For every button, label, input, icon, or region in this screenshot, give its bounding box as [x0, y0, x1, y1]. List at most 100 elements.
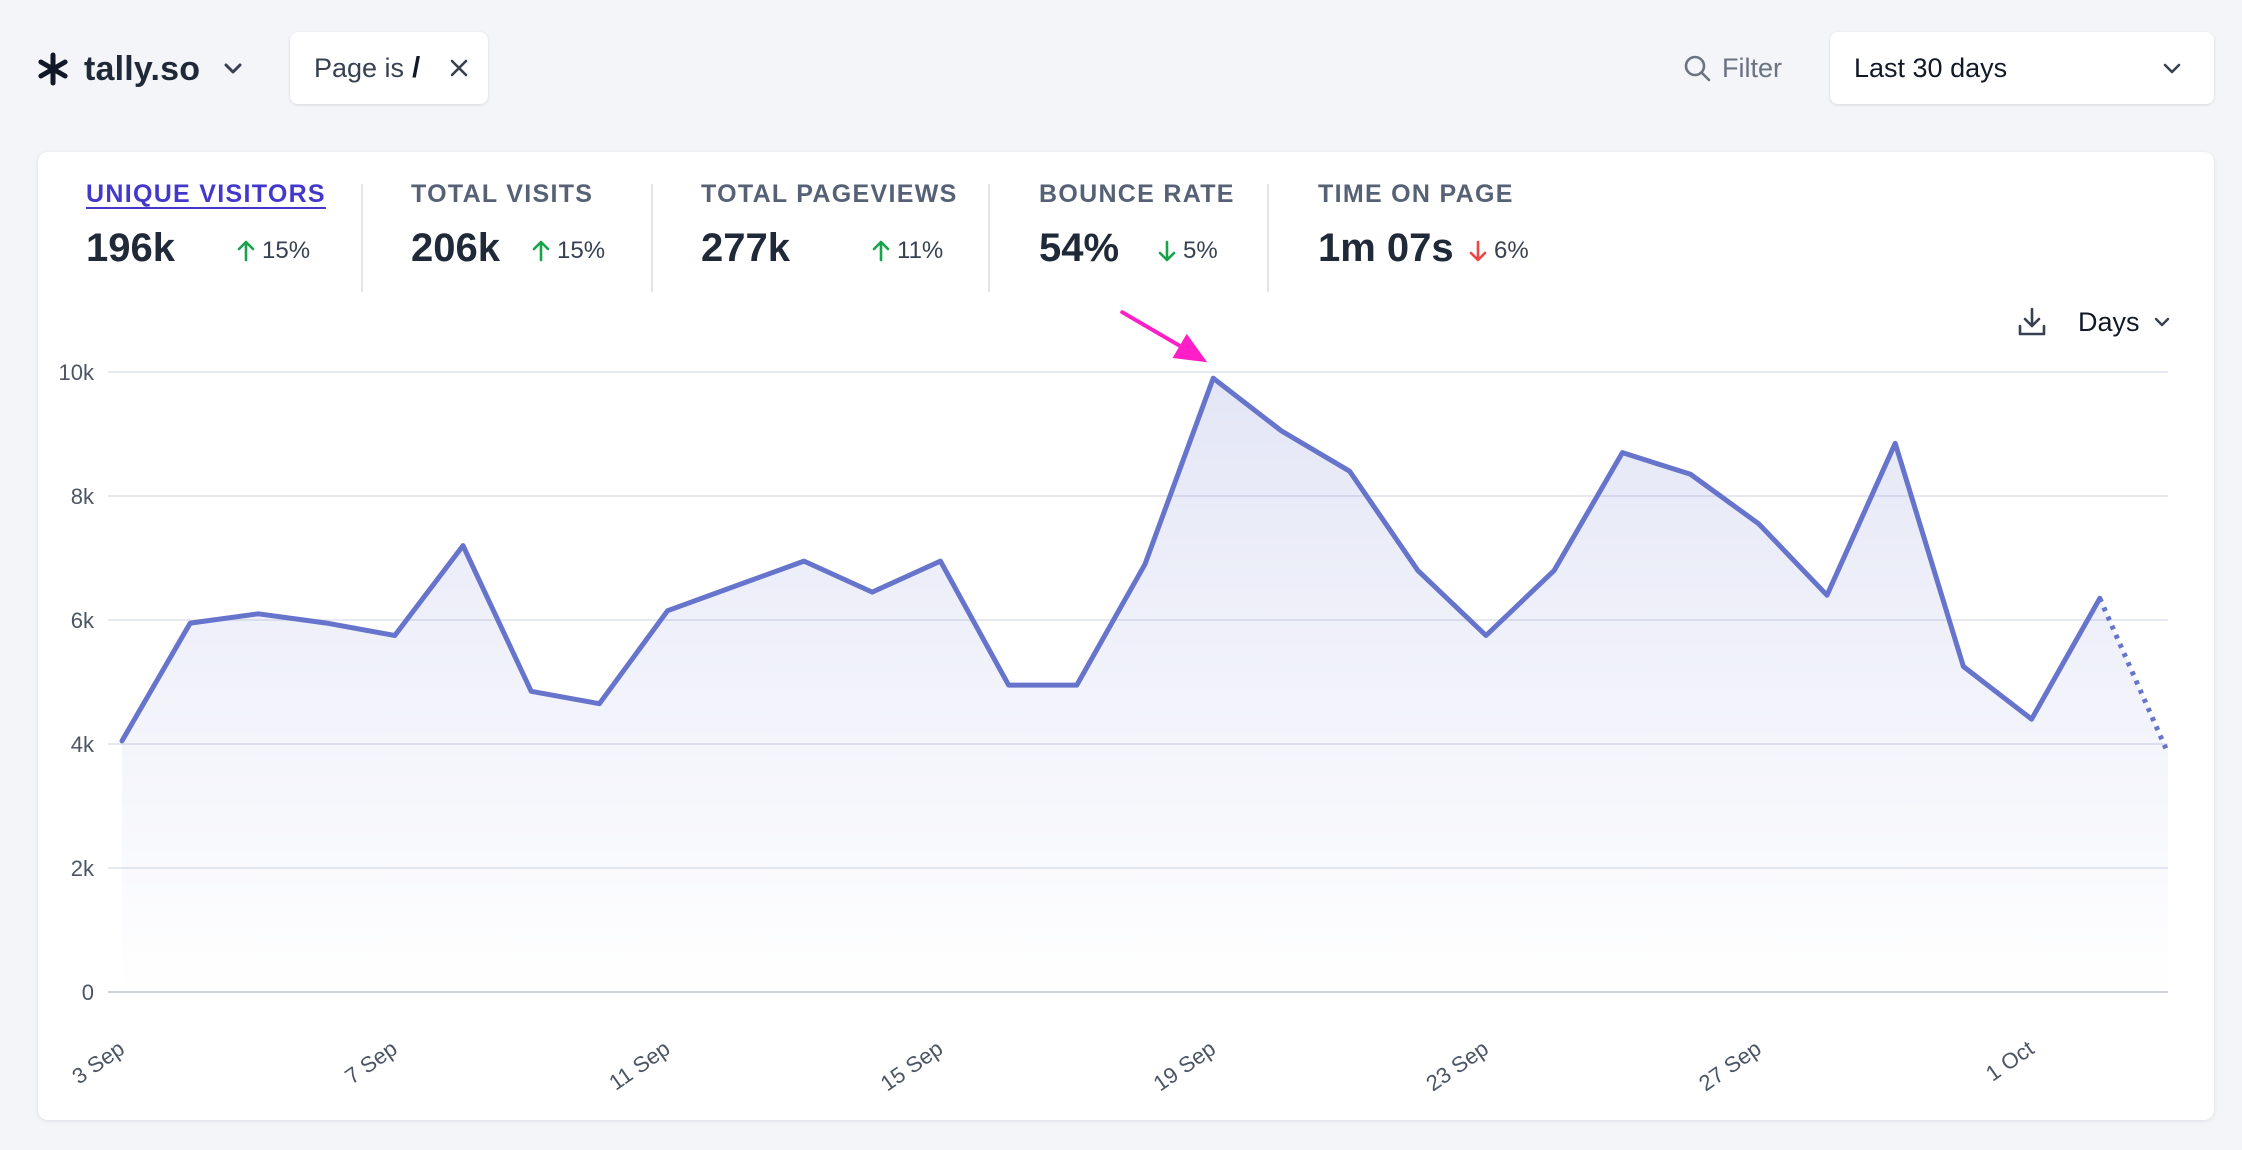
metric-label: BOUNCE RATE — [1039, 180, 1235, 208]
y-tick-label: 6k — [71, 608, 95, 633]
x-tick-label: 27 Sep — [1694, 1036, 1765, 1096]
interval-value: Days — [2078, 306, 2140, 337]
x-tick-label: 19 Sep — [1149, 1036, 1220, 1096]
stats-card: UNIQUE VISITORS 196k 15% TOTAL VISITS 20… — [38, 152, 2214, 1120]
y-tick-label: 10k — [59, 360, 95, 385]
chevron-down-icon — [224, 63, 242, 74]
search-icon — [1684, 55, 1711, 82]
data-point — [392, 633, 398, 639]
page-filter-chip[interactable]: Page is / — [290, 32, 488, 104]
interval-select[interactable]: Days — [2078, 302, 2172, 342]
data-point — [801, 558, 807, 564]
chevron-down-icon — [2163, 63, 2181, 74]
filter-chip-text: Page is — [314, 52, 405, 83]
visitors-line-chart: 0 2k 4k 6k 8k 10k 3 Sep 7 Sep 11 Sep 15 Sep 19 Sep… — [59, 310, 2171, 1096]
data-point — [2165, 750, 2171, 756]
metric-divider — [361, 184, 363, 292]
metric-total-pageviews[interactable]: TOTAL PAGEVIEWS 277k 11% — [701, 180, 961, 300]
data-point — [324, 620, 330, 626]
metric-label: TOTAL VISITS — [411, 180, 594, 208]
data-point — [1688, 471, 1694, 477]
annotation-arrow-head — [1172, 333, 1208, 363]
metric-change-value: 5% — [1183, 237, 1218, 264]
metric-change-value: 15% — [557, 237, 606, 264]
metric-value: 1m 07s — [1318, 226, 1454, 270]
data-point — [255, 611, 261, 617]
y-tick-label: 2k — [71, 856, 95, 881]
data-point — [1960, 664, 1966, 670]
data-point — [1619, 450, 1625, 456]
metric-change-value: 15% — [262, 237, 311, 264]
metric-change-value: 11% — [897, 237, 944, 264]
data-point — [1210, 375, 1216, 381]
data-point — [1347, 468, 1353, 474]
data-point — [1074, 682, 1080, 688]
asterisk-logo-icon — [38, 52, 68, 86]
data-point — [528, 688, 534, 694]
y-tick-label: 0 — [82, 980, 94, 1005]
data-point — [1892, 440, 1898, 446]
series-line-partial — [2097, 597, 2171, 755]
metric-divider — [1267, 184, 1269, 292]
date-range-value: Last 30 days — [1854, 52, 2008, 83]
close-icon[interactable] — [448, 57, 470, 79]
metric-value: 277k — [701, 226, 790, 270]
metric-label: TOTAL PAGEVIEWS — [701, 180, 958, 208]
metric-change: 11% — [871, 237, 943, 265]
x-tick-label: 3 Sep — [67, 1036, 128, 1089]
series-area — [122, 378, 2168, 992]
arrow-up-icon — [237, 240, 255, 262]
metric-change-value: 6% — [1494, 237, 1529, 264]
metric-total-visits[interactable]: TOTAL VISITS 206k 15% — [411, 180, 611, 300]
data-point — [1006, 682, 1012, 688]
data-point — [733, 583, 739, 589]
data-point — [460, 543, 466, 549]
arrow-up-icon — [872, 240, 890, 262]
metric-time-on-page[interactable]: TIME ON PAGE 1m 07s 6% — [1318, 180, 1558, 300]
metric-divider — [651, 184, 653, 292]
series-line — [119, 375, 2103, 744]
data-point — [937, 558, 943, 564]
site-name: tally.so — [84, 49, 201, 88]
chevron-down-icon — [2154, 317, 2169, 327]
x-tick-label: 11 Sep — [604, 1036, 674, 1096]
data-point — [187, 620, 193, 626]
metric-value: 54% — [1039, 226, 1120, 270]
y-tick-label: 4k — [71, 732, 95, 757]
arrow-up-icon — [532, 240, 550, 262]
metric-change: 15% — [531, 237, 605, 265]
filter-button[interactable]: Filter — [1682, 48, 1782, 88]
data-point — [869, 589, 875, 595]
data-point — [1278, 428, 1284, 434]
x-tick-label: 1 Oct — [1981, 1036, 2038, 1087]
x-tick-label: 15 Sep — [876, 1036, 947, 1096]
site-switcher[interactable]: tally.so — [36, 44, 246, 94]
top-bar: tally.so Page is / Filter Last 30 days — [0, 0, 2242, 140]
annotation-arrow-shaft — [1120, 310, 1190, 353]
y-tick-label: 8k — [71, 484, 95, 509]
arrow-down-icon — [1469, 240, 1487, 262]
x-tick-label: 7 Sep — [340, 1036, 401, 1089]
metric-unique-visitors[interactable]: UNIQUE VISITORS 196k 15% — [86, 180, 325, 300]
arrow-down-icon — [1158, 240, 1176, 262]
data-point — [596, 701, 602, 707]
data-point — [2029, 716, 2035, 722]
data-point — [1483, 633, 1489, 639]
filter-chip-value: / — [412, 51, 421, 84]
metric-change: 15% — [236, 237, 310, 265]
metric-bounce-rate[interactable]: BOUNCE RATE 54% 5% — [1039, 180, 1239, 300]
date-range-select[interactable]: Last 30 days — [1830, 32, 2214, 104]
metric-value: 206k — [411, 226, 500, 270]
data-point — [1756, 521, 1762, 527]
x-tick-label: 23 Sep — [1421, 1036, 1492, 1096]
metric-change: 5% — [1157, 237, 1218, 265]
data-point — [665, 608, 671, 614]
data-point — [1415, 567, 1421, 573]
data-point — [1142, 561, 1148, 567]
download-icon[interactable] — [2014, 304, 2050, 340]
metric-label: UNIQUE VISITORS — [86, 180, 326, 208]
filter-label: Filter — [1722, 52, 1782, 83]
data-point — [2097, 595, 2103, 601]
metric-divider — [988, 184, 990, 292]
metric-value: 196k — [86, 226, 175, 270]
